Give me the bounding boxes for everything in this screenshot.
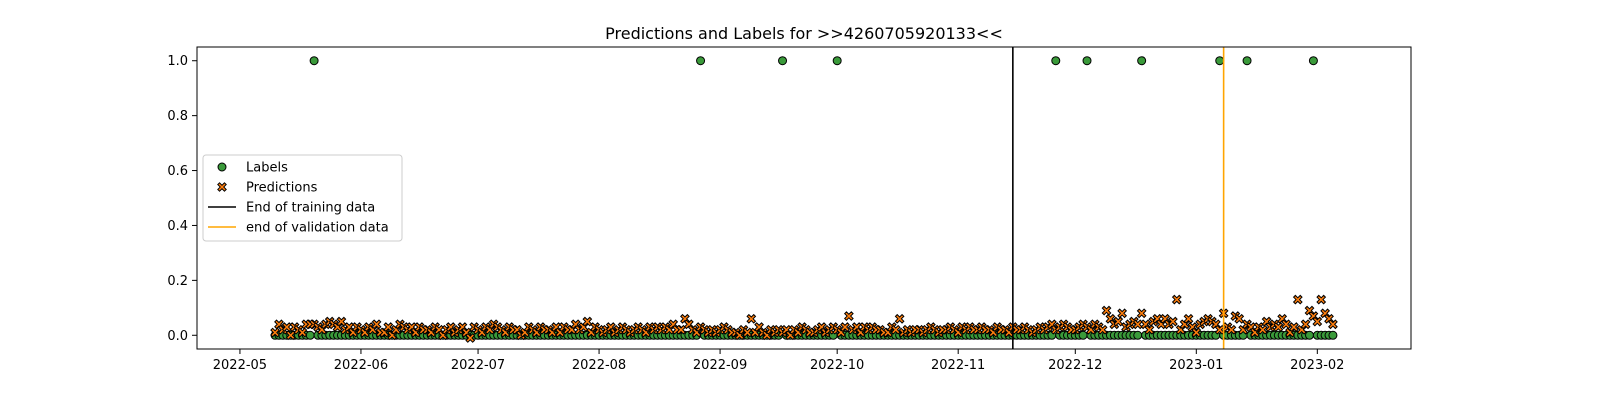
label-point bbox=[1328, 330, 1338, 340]
label-point bbox=[309, 56, 319, 66]
label-point bbox=[1215, 56, 1225, 66]
x-tick-label: 2022-10 bbox=[810, 358, 864, 373]
label-point bbox=[1133, 330, 1143, 340]
prediction-point bbox=[270, 327, 280, 338]
x-tick-label: 2023-02 bbox=[1290, 358, 1344, 373]
label-point bbox=[1308, 56, 1318, 66]
x-tick-label: 2022-09 bbox=[693, 358, 747, 373]
label-point bbox=[1051, 56, 1061, 66]
label-point bbox=[1242, 56, 1252, 66]
prediction-point bbox=[281, 322, 292, 332]
label-point bbox=[1305, 330, 1315, 340]
prediction-point bbox=[383, 322, 394, 332]
prediction-point bbox=[285, 330, 296, 341]
y-tick-label: 0.6 bbox=[167, 164, 188, 179]
label-point bbox=[305, 330, 315, 340]
x-tick-label: 2022-06 bbox=[334, 358, 388, 373]
y-tick-label: 0.2 bbox=[167, 274, 188, 289]
prediction-point bbox=[1171, 294, 1182, 305]
legend-x-marker bbox=[217, 182, 227, 192]
prediction-point bbox=[840, 322, 850, 332]
prediction-point bbox=[890, 324, 901, 335]
prediction-point bbox=[1292, 294, 1303, 305]
prediction-point bbox=[297, 327, 308, 338]
prediction-point bbox=[1328, 319, 1338, 330]
prediction-point bbox=[1226, 324, 1237, 335]
label-point bbox=[832, 56, 842, 66]
prediction-point bbox=[1234, 313, 1245, 324]
prediction-point bbox=[1300, 319, 1311, 330]
label-point bbox=[1137, 56, 1147, 66]
x-tick-label: 2022-11 bbox=[931, 358, 985, 373]
prediction-point bbox=[742, 327, 753, 338]
prediction-point bbox=[1183, 313, 1194, 324]
prediction-point bbox=[1101, 305, 1112, 316]
label-point bbox=[1082, 56, 1092, 66]
legend-labels-text: Labels bbox=[246, 161, 288, 176]
label-point bbox=[778, 56, 788, 66]
prediction-point bbox=[843, 311, 854, 321]
prediction-point bbox=[1316, 294, 1327, 305]
prediction-point bbox=[1167, 316, 1178, 327]
prediction-point bbox=[676, 324, 686, 335]
plot-frame bbox=[196, 46, 1412, 350]
prediction-point bbox=[1191, 327, 1202, 338]
prediction-point bbox=[1257, 324, 1268, 335]
label-point bbox=[696, 56, 706, 66]
prediction-point bbox=[465, 333, 476, 343]
prediction-point bbox=[1113, 316, 1124, 327]
plot-area bbox=[270, 47, 1338, 349]
prediction-point bbox=[1214, 324, 1225, 335]
y-tick-label: 0.8 bbox=[167, 109, 188, 124]
prediction-point bbox=[582, 316, 593, 327]
prediction-point bbox=[371, 319, 382, 330]
legend-circle-marker bbox=[217, 162, 227, 172]
prediction-point bbox=[1117, 308, 1128, 319]
y-tick-label: 1.0 bbox=[167, 54, 188, 69]
y-tick-label: 0.0 bbox=[167, 329, 188, 344]
prediction-point bbox=[1132, 319, 1143, 330]
prediction-point bbox=[746, 313, 757, 324]
prediction-point bbox=[894, 313, 905, 324]
x-tick-label: 2022-05 bbox=[213, 358, 267, 373]
prediction-point bbox=[1136, 308, 1147, 319]
legend-end-of-training-text: End of training data bbox=[246, 201, 375, 216]
legend-predictions-text: Predictions bbox=[246, 181, 318, 196]
y-tick-label: 0.4 bbox=[167, 219, 188, 234]
x-tick-label: 2023-01 bbox=[1169, 358, 1223, 373]
x-tick-label: 2022-07 bbox=[451, 358, 505, 373]
legend-box bbox=[202, 154, 403, 242]
prediction-point bbox=[1312, 316, 1323, 327]
legend: Labels Predictions End of training data end… bbox=[202, 154, 403, 242]
chart-title: Predictions and Labels for >>42607059201… bbox=[605, 24, 1003, 43]
prediction-point bbox=[1273, 322, 1284, 332]
prediction-point bbox=[1144, 324, 1155, 335]
x-tick-label: 2022-08 bbox=[572, 358, 626, 373]
prediction-point bbox=[1097, 324, 1108, 335]
prediction-point bbox=[1281, 319, 1291, 330]
prediction-point bbox=[1288, 322, 1299, 332]
x-tick-label: 2022-12 bbox=[1048, 358, 1102, 373]
prediction-point bbox=[336, 316, 347, 327]
legend-end-of-validation-text: end of validation data bbox=[246, 221, 389, 236]
axes: 2022-05 2022-06 2022-07 2022-08 2022-09 2022-… bbox=[167, 46, 1412, 373]
label-point bbox=[1078, 330, 1088, 340]
